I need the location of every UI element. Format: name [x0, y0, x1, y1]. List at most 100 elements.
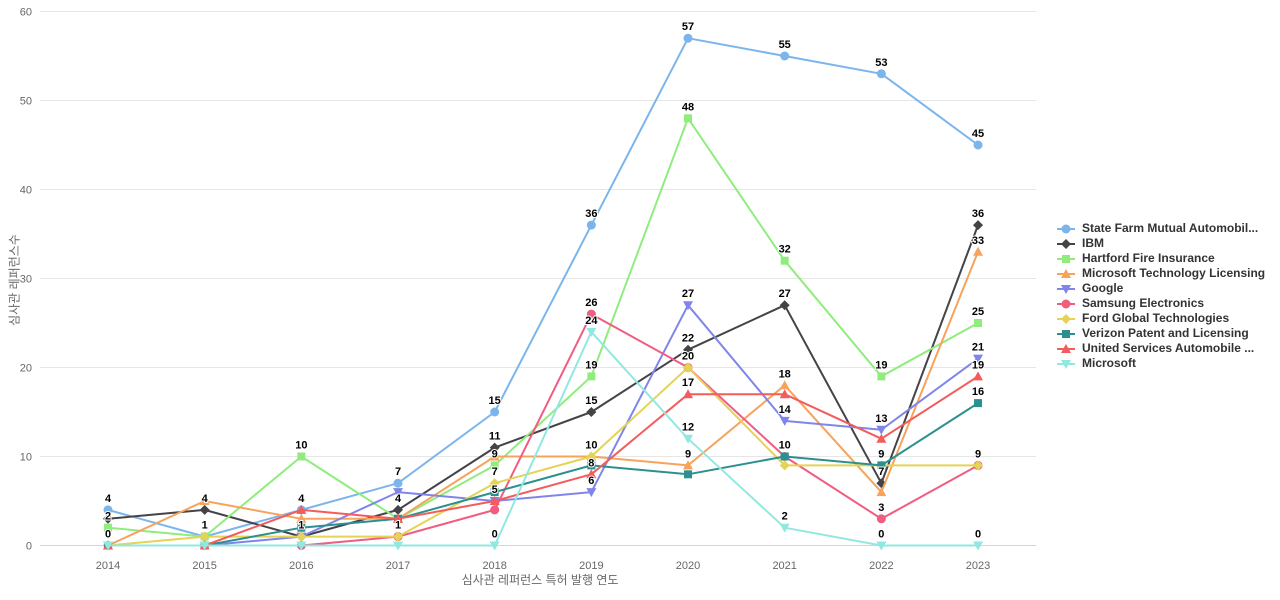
data-point[interactable]: [876, 425, 887, 435]
data-point[interactable]: [779, 460, 790, 471]
data-point[interactable]: [684, 114, 693, 123]
data-point[interactable]: [103, 505, 113, 515]
data-point[interactable]: [490, 461, 499, 470]
data-point[interactable]: [779, 380, 790, 390]
legend-item[interactable]: Verizon Patent and Licensing: [1056, 326, 1265, 341]
data-point[interactable]: [973, 371, 984, 381]
data-point[interactable]: [586, 327, 597, 337]
data-point[interactable]: [683, 344, 694, 355]
data-point[interactable]: [683, 460, 694, 470]
legend-item[interactable]: State Farm Mutual Automobil...: [1056, 221, 1265, 236]
data-point[interactable]: [489, 541, 500, 551]
data-point[interactable]: [199, 531, 210, 542]
data-point[interactable]: [877, 372, 886, 381]
data-point[interactable]: [393, 478, 403, 488]
data-point[interactable]: [297, 523, 306, 532]
data-point[interactable]: [586, 488, 597, 498]
x-tick-label: 2016: [289, 560, 313, 572]
data-point[interactable]: [587, 372, 596, 381]
data-point[interactable]: [683, 389, 694, 399]
data-point[interactable]: [780, 452, 789, 461]
data-point[interactable]: [490, 407, 500, 417]
data-point[interactable]: [586, 407, 597, 417]
data-point[interactable]: [877, 461, 886, 470]
data-point[interactable]: [103, 513, 113, 524]
data-point[interactable]: [489, 442, 500, 453]
data-label: 19: [585, 359, 597, 371]
data-point[interactable]: [296, 541, 307, 551]
data-point[interactable]: [199, 496, 210, 505]
data-point[interactable]: [779, 389, 790, 399]
data-point[interactable]: [296, 531, 307, 542]
data-label: 13: [875, 413, 887, 425]
data-point[interactable]: [393, 488, 404, 498]
data-point[interactable]: [683, 301, 694, 311]
data-point[interactable]: [490, 488, 499, 497]
data-point[interactable]: [973, 541, 984, 551]
legend-item[interactable]: Google: [1056, 281, 1265, 296]
data-point[interactable]: [103, 541, 113, 551]
data-point[interactable]: [296, 513, 307, 523]
data-point[interactable]: [489, 478, 500, 489]
data-point[interactable]: [779, 523, 790, 533]
data-point[interactable]: [199, 541, 210, 551]
x-tick-label: 2014: [96, 560, 120, 572]
data-point[interactable]: [104, 523, 112, 532]
data-point[interactable]: [974, 399, 983, 408]
data-point[interactable]: [973, 246, 984, 256]
data-point[interactable]: [876, 541, 887, 551]
data-point[interactable]: [779, 416, 790, 426]
y-axis-title: 심사관 레퍼런스수: [7, 234, 22, 326]
data-point[interactable]: [297, 452, 306, 461]
data-point[interactable]: [780, 51, 790, 61]
legend-item[interactable]: Microsoft Technology Licensing: [1056, 266, 1265, 281]
legend-label: Microsoft Technology Licensing: [1082, 266, 1266, 280]
data-label: 48: [682, 101, 694, 113]
legend-item[interactable]: IBM: [1056, 236, 1265, 251]
data-label: 11: [489, 431, 501, 443]
data-point[interactable]: [393, 531, 404, 542]
data-label: 2: [105, 511, 111, 523]
data-point[interactable]: [489, 496, 500, 505]
x-tick-label: 2018: [482, 560, 506, 572]
data-point[interactable]: [393, 504, 404, 515]
data-point[interactable]: [587, 461, 596, 470]
legend-item[interactable]: Samsung Electronics: [1056, 296, 1265, 311]
data-point[interactable]: [974, 319, 983, 327]
data-point[interactable]: [973, 460, 984, 471]
data-label: 5: [492, 484, 498, 496]
data-point[interactable]: [199, 504, 210, 515]
legend-circle-icon: [1057, 299, 1075, 308]
data-point[interactable]: [684, 470, 693, 479]
legend-item[interactable]: Microsoft: [1056, 356, 1265, 371]
x-tick-label: 2021: [772, 560, 796, 572]
legend-item[interactable]: Hartford Fire Insurance: [1056, 251, 1265, 266]
data-point[interactable]: [780, 256, 789, 265]
data-point[interactable]: [876, 514, 886, 524]
legend-item[interactable]: United Services Automobile ...: [1056, 341, 1265, 356]
data-point[interactable]: [489, 451, 500, 461]
data-point[interactable]: [586, 469, 597, 479]
data-point[interactable]: [876, 69, 886, 79]
data-point[interactable]: [973, 140, 983, 150]
data-point[interactable]: [973, 354, 984, 364]
data-point[interactable]: [586, 451, 597, 462]
x-tick-label: 2017: [386, 560, 410, 572]
data-point[interactable]: [779, 300, 790, 311]
data-point[interactable]: [586, 309, 596, 319]
data-point[interactable]: [393, 541, 404, 551]
data-point[interactable]: [973, 220, 984, 231]
data-point[interactable]: [586, 220, 596, 230]
data-point[interactable]: [683, 434, 694, 444]
data-point[interactable]: [490, 505, 500, 515]
data-point[interactable]: [876, 433, 887, 443]
legend-item[interactable]: Ford Global Technologies: [1056, 311, 1265, 326]
data-point[interactable]: [876, 487, 887, 497]
legend-label: Samsung Electronics: [1082, 296, 1205, 310]
data-label: 18: [779, 368, 791, 380]
data-point[interactable]: [683, 362, 694, 373]
data-point[interactable]: [683, 33, 693, 43]
data-point[interactable]: [296, 504, 307, 514]
data-point[interactable]: [393, 513, 404, 523]
